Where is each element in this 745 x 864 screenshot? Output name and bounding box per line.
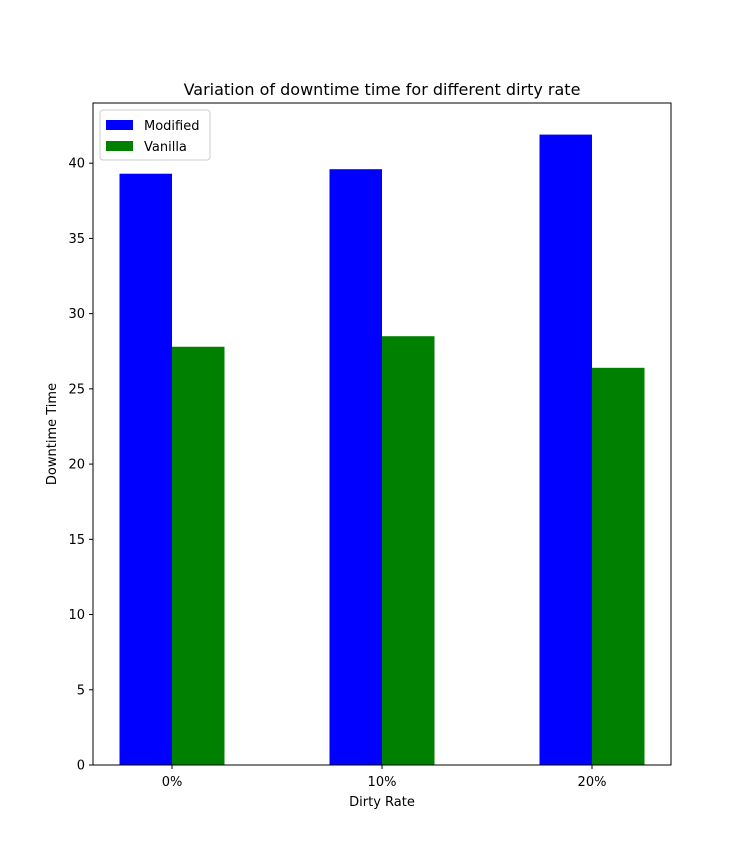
legend-label-vanilla: Vanilla: [144, 140, 187, 155]
y-tick-label: 10: [68, 608, 85, 623]
legend-swatch-vanilla: [106, 141, 133, 151]
y-tick-label: 5: [77, 683, 85, 698]
y-axis-label: Downtime Time: [45, 383, 60, 485]
x-tick-label: 0%: [162, 775, 183, 790]
x-tick-label: 10%: [368, 775, 397, 790]
chart-title: Variation of downtime time for different…: [184, 80, 581, 99]
legend-label-modified: Modified: [144, 119, 199, 134]
x-tick-label: 20%: [578, 775, 607, 790]
y-tick-label: 30: [68, 307, 85, 322]
y-tick-label: 20: [68, 458, 85, 473]
bar-vanilla-10%: [382, 336, 435, 765]
y-tick-label: 15: [68, 533, 85, 548]
legend: Modified Vanilla: [99, 109, 211, 161]
y-tick-label: 40: [68, 157, 85, 172]
bar-modified-10%: [329, 169, 382, 765]
bar-modified-0%: [119, 173, 172, 766]
legend-swatch-modified: [106, 120, 133, 130]
y-tick-label: 25: [68, 382, 85, 397]
y-tick-label: 35: [68, 232, 85, 247]
bar-vanilla-0%: [172, 346, 225, 765]
plot-area: 0 5 10 15 20 25 30 35 40 0% 10% 20%: [68, 102, 672, 790]
bar-vanilla-20%: [592, 367, 645, 765]
bar-modified-20%: [539, 134, 592, 765]
x-axis-label: Dirty Rate: [349, 795, 415, 810]
y-tick-label: 0: [77, 759, 85, 774]
